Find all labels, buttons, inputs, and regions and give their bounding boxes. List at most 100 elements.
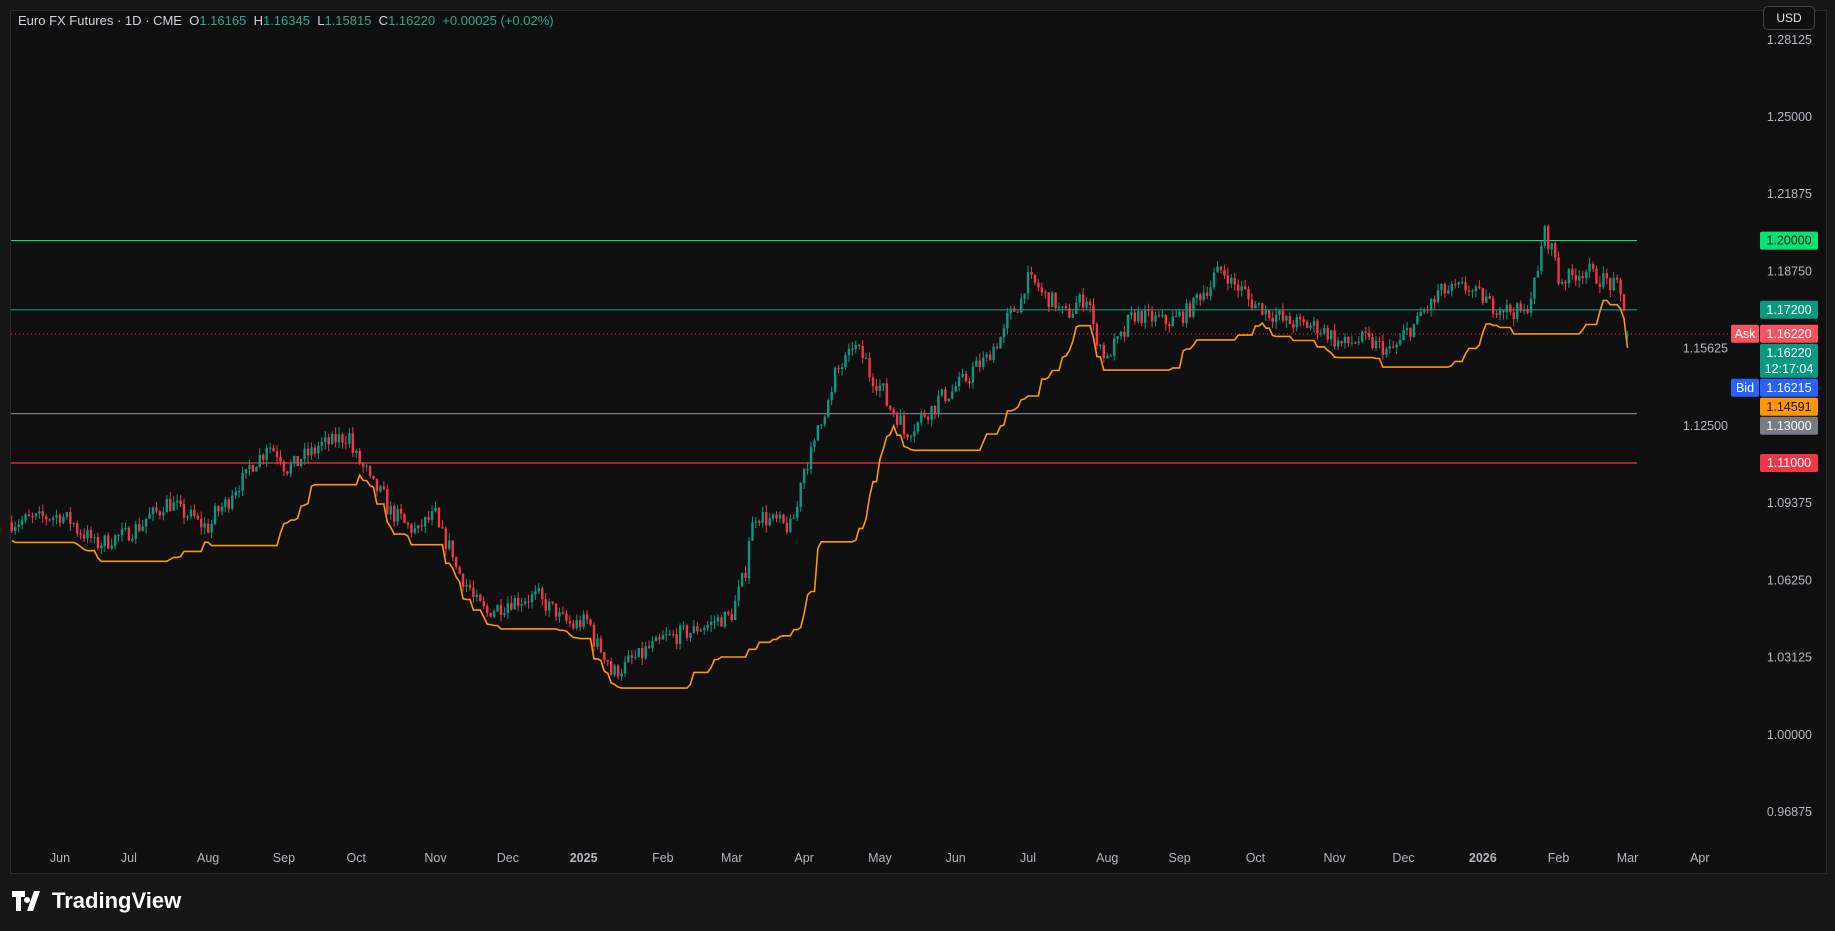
price-tick-label: 1.00000 xyxy=(1767,728,1812,742)
candle-body xyxy=(454,557,458,568)
candle-body xyxy=(131,538,134,541)
time-tick-label: Jun xyxy=(50,851,70,865)
candle-body xyxy=(1295,316,1298,328)
candle-body xyxy=(1612,277,1615,291)
price-tick-label: 1.09375 xyxy=(1767,496,1812,510)
candle-body xyxy=(696,626,699,632)
candle-body xyxy=(954,386,957,392)
time-tick-label: Dec xyxy=(497,851,519,865)
candle-body xyxy=(448,540,451,549)
candle-body xyxy=(1016,311,1019,313)
candle-body xyxy=(1305,321,1309,328)
candle-body xyxy=(244,469,248,474)
candle-body xyxy=(1254,304,1257,309)
candle-body xyxy=(1488,296,1491,299)
chart-pane[interactable] xyxy=(10,10,1827,874)
candle-body xyxy=(1471,291,1474,293)
currency-button[interactable]: USD xyxy=(1763,6,1815,30)
candle-body xyxy=(537,588,541,592)
symbol-legend: Euro FX Futures · 1D · CME O1.16165 H1.1… xyxy=(18,13,554,28)
price-tick-label: 1.15625 xyxy=(1683,342,1728,356)
candle-body xyxy=(523,601,527,604)
candle-body xyxy=(1395,344,1398,348)
candle-body xyxy=(809,446,813,470)
candle-body xyxy=(1516,303,1519,320)
candle-body xyxy=(1474,286,1478,292)
candle-body xyxy=(134,524,137,539)
candle-body xyxy=(499,605,503,616)
candle-body xyxy=(1591,263,1595,269)
candle-body xyxy=(355,450,358,453)
candle-body xyxy=(358,450,361,464)
candle-body xyxy=(255,466,258,472)
candle-body xyxy=(389,505,392,515)
candle-body xyxy=(634,656,637,658)
candle-body xyxy=(124,527,127,530)
candle-body xyxy=(1529,298,1533,313)
candle-body xyxy=(678,625,682,645)
candle-body xyxy=(799,482,802,507)
candle-body xyxy=(1567,268,1571,284)
candle-body xyxy=(978,360,982,367)
candle-body xyxy=(1319,333,1323,335)
candle-body xyxy=(299,459,303,467)
candle-body xyxy=(930,405,933,420)
candle-body xyxy=(575,620,578,629)
candle-body xyxy=(1267,310,1271,318)
candle-body xyxy=(317,445,320,454)
candle-body xyxy=(1209,287,1212,296)
candle-body xyxy=(1309,325,1312,328)
ask-price-tag-bg xyxy=(1760,324,1818,343)
candle-body xyxy=(1385,348,1388,355)
candle-body xyxy=(1109,355,1112,357)
candle-body xyxy=(554,603,558,617)
time-tick-label: Jun xyxy=(946,851,966,865)
candle-body xyxy=(506,603,510,614)
tradingview-logo[interactable]: TradingView xyxy=(12,888,181,914)
candle-body xyxy=(241,473,244,492)
candle-body xyxy=(1574,275,1577,281)
candle-body xyxy=(906,434,909,438)
candle-body xyxy=(771,514,775,519)
candle-body xyxy=(920,412,923,423)
candle-body xyxy=(510,603,513,610)
candle-body xyxy=(1278,310,1281,315)
price-tick-label: 1.03125 xyxy=(1767,651,1812,665)
high-value: 1.16345 xyxy=(262,13,310,28)
candle-body xyxy=(237,491,241,493)
candle-body xyxy=(951,391,954,399)
candle-body xyxy=(837,367,840,370)
candle-body xyxy=(1553,243,1557,258)
candle-body xyxy=(1181,311,1185,324)
candle-body xyxy=(327,437,330,445)
candle-body xyxy=(162,512,165,516)
candle-body xyxy=(944,389,947,402)
candle-body xyxy=(430,511,434,520)
candle-body xyxy=(1112,338,1116,356)
candle-body xyxy=(1436,290,1440,303)
candle-body xyxy=(1068,308,1071,318)
candle-body xyxy=(286,471,289,474)
time-tick-label: 2025 xyxy=(570,851,598,865)
candle-body xyxy=(482,601,485,607)
candle-body xyxy=(1054,292,1057,309)
candle-body xyxy=(1392,346,1395,348)
candle-body xyxy=(603,652,606,661)
candle-body xyxy=(551,601,554,604)
candle-body xyxy=(513,598,516,610)
candle-body xyxy=(789,518,792,532)
candle-body xyxy=(423,517,427,527)
candle-body xyxy=(1454,283,1457,285)
candle-body xyxy=(1412,323,1416,337)
candle-body xyxy=(451,540,454,558)
candle-body xyxy=(1443,284,1447,294)
candle-body xyxy=(368,466,372,476)
candle-body xyxy=(778,514,782,519)
candle-body xyxy=(1402,330,1405,340)
candle-body xyxy=(844,355,847,368)
level-price-tag: 1.17200 xyxy=(1766,303,1811,317)
candle-body xyxy=(1192,297,1195,317)
candle-body xyxy=(785,522,789,532)
candle-body xyxy=(730,613,733,621)
